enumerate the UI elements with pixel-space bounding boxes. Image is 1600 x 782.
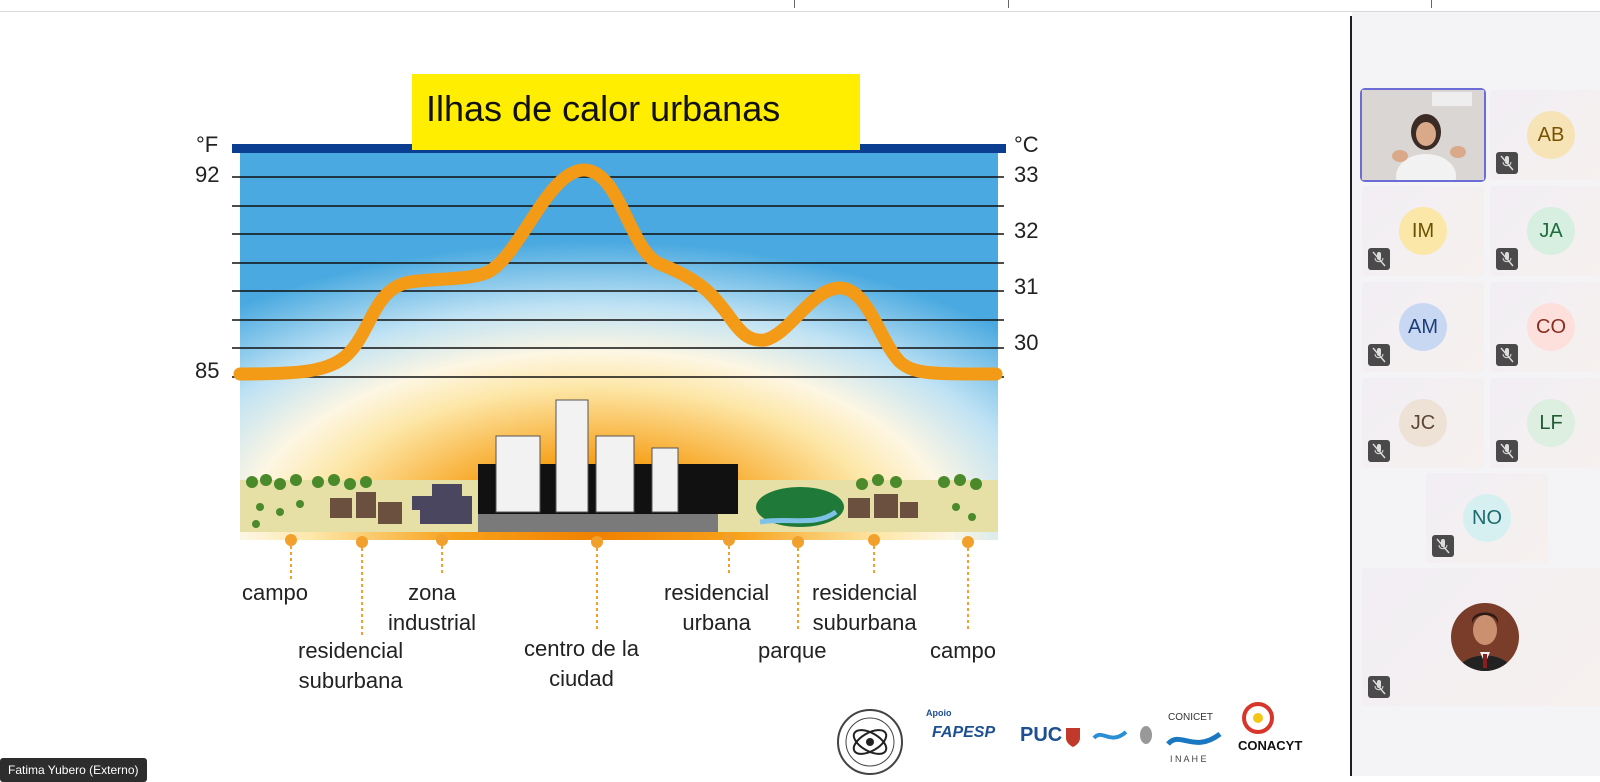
participant-tile-no[interactable]: NO <box>1426 473 1548 563</box>
participant-tile-ja[interactable]: JA <box>1490 186 1600 276</box>
conacyt-emblem-icon <box>1242 702 1274 734</box>
chart-gridlines <box>232 176 1004 378</box>
category-label: campo <box>242 578 308 608</box>
muted-mic-icon <box>1496 152 1518 174</box>
toolbar-separator <box>1008 0 1009 8</box>
park-area <box>756 487 844 527</box>
avatar: LF <box>1527 399 1575 447</box>
category-label-line: industrial <box>388 610 477 635</box>
muted-mic-icon <box>1368 344 1390 366</box>
axis-unit-celsius: °C <box>1014 132 1039 157</box>
muted-mic-icon <box>1496 248 1518 270</box>
shell-icon <box>1140 726 1152 744</box>
toolbar-separator <box>1431 0 1432 8</box>
participant-tile-active-speaker[interactable] <box>1360 88 1486 182</box>
sponsor-logos: Apoio FAPESP PUC CONICET I N A H E CONAC… <box>836 702 1312 780</box>
avatar: JC <box>1399 399 1447 447</box>
avatar: NO <box>1463 494 1511 542</box>
category-label-line: urbana <box>682 610 751 635</box>
tick-c-32: 32 <box>1014 218 1039 243</box>
tick-c-31: 31 <box>1014 274 1039 299</box>
factory <box>412 484 472 524</box>
participant-tile-co[interactable]: CO <box>1490 282 1600 372</box>
slide-title: Ilhas de calor urbanas <box>426 88 781 129</box>
category-label: residencial suburbana <box>812 578 917 638</box>
speaker-video-thumbnail <box>1362 90 1484 180</box>
houses-right <box>848 494 918 518</box>
category-label-line: suburbana <box>298 668 403 693</box>
apoio-label: Apoio <box>926 708 952 718</box>
category-label: residencial urbana <box>664 578 769 638</box>
tick-f-92: 92 <box>195 162 220 187</box>
conacyt-label: CONACYT <box>1238 738 1303 753</box>
wave-logo-icon <box>1092 730 1128 740</box>
category-label-line: residencial <box>812 580 918 605</box>
avatar: AB <box>1527 111 1575 159</box>
muted-mic-icon <box>1368 248 1390 270</box>
category-label-line: campo <box>242 580 309 605</box>
inahe-label: I N A H E <box>1170 754 1207 764</box>
avatar: AM <box>1399 303 1447 351</box>
avatar: JA <box>1527 207 1575 255</box>
category-markers <box>285 534 974 638</box>
speaker-name-tag: Fatima Yubero (Externo) <box>0 758 147 782</box>
category-label: residencial suburbana <box>298 636 403 696</box>
category-label: centro de la ciudad <box>524 634 639 694</box>
category-label: parque <box>758 636 827 666</box>
category-label-line: centro de la <box>524 636 639 661</box>
top-toolbar <box>0 0 1600 12</box>
category-label-line: residencial <box>664 580 770 605</box>
participant-tile-photo[interactable] <box>1362 568 1600 706</box>
tick-c-33: 33 <box>1014 162 1039 187</box>
category-label: zona industrial <box>388 578 476 638</box>
crest-icon <box>1066 728 1080 747</box>
participant-tile-ab[interactable]: AB <box>1490 90 1600 180</box>
fapesp-logo: FAPESP <box>932 724 996 741</box>
houses-left <box>330 492 402 524</box>
conicet-wave-icon <box>1166 731 1222 746</box>
muted-mic-icon <box>1368 676 1390 698</box>
participant-tile-lf[interactable]: LF <box>1490 378 1600 468</box>
participant-tile-im[interactable]: IM <box>1362 186 1484 276</box>
institute-seal-icon <box>837 709 903 775</box>
category-label-line: ciudad <box>549 666 614 691</box>
category-label: campo <box>930 636 996 666</box>
category-label-line: zona <box>408 580 456 605</box>
temperature-curve <box>233 163 1003 381</box>
puc-logo: PUC <box>1020 724 1063 746</box>
axis-unit-fahrenheit: °F <box>196 132 219 157</box>
category-label-line: campo <box>930 638 997 663</box>
category-label-line: residencial <box>298 638 404 663</box>
muted-mic-icon <box>1432 535 1454 557</box>
avatar: CO <box>1527 303 1575 351</box>
participants-panel: AB IM JA AM CO JC <box>1352 12 1600 776</box>
muted-mic-icon <box>1496 344 1518 366</box>
category-label-line: parque <box>758 638 827 663</box>
avatar: IM <box>1399 207 1447 255</box>
trees-left <box>246 474 372 528</box>
city-buildings <box>478 399 738 532</box>
toolbar-separator <box>794 0 795 8</box>
shared-screen: Ilhas de calor urbanas °F 92 85 °C 33 32… <box>0 12 1350 782</box>
participant-tile-jc[interactable]: JC <box>1362 378 1484 468</box>
slide-title-box: Ilhas de calor urbanas <box>412 74 860 150</box>
conicet-label: CONICET <box>1168 712 1213 723</box>
tick-f-85: 85 <box>195 358 220 383</box>
tick-c-30: 30 <box>1014 330 1039 355</box>
profile-photo <box>1451 603 1519 671</box>
category-label-line: suburbana <box>812 610 917 635</box>
muted-mic-icon <box>1368 440 1390 462</box>
participant-tile-am[interactable]: AM <box>1362 282 1484 372</box>
panel-divider <box>1350 16 1352 776</box>
muted-mic-icon <box>1496 440 1518 462</box>
trees-right <box>856 474 982 521</box>
heat-island-chart <box>232 144 1006 638</box>
